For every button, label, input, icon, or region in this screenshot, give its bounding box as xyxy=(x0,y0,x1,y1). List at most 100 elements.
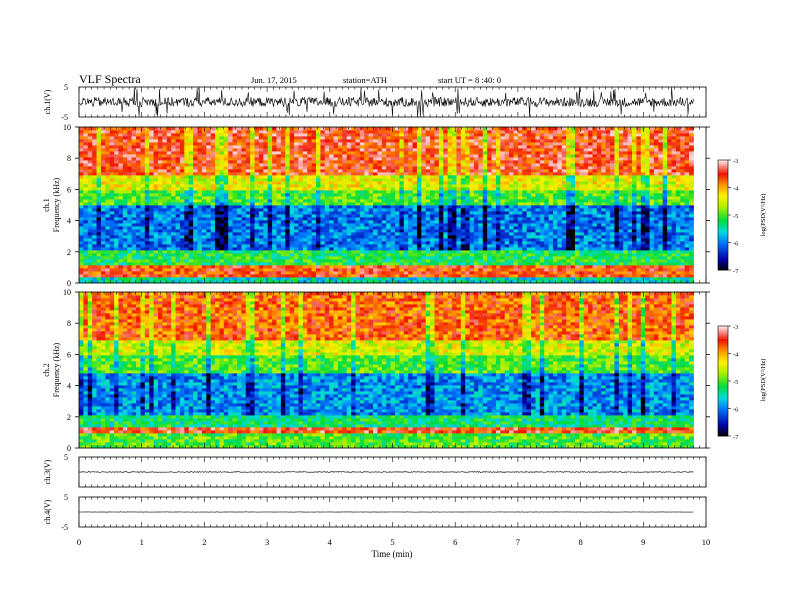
spectrogram-cell xyxy=(255,253,260,256)
spectrogram-cell xyxy=(132,274,137,277)
spectrogram-cell xyxy=(154,169,159,172)
spectrogram-cell xyxy=(277,232,282,235)
spectrogram-cell xyxy=(483,235,488,238)
spectrogram-cell xyxy=(356,151,361,154)
spectrogram-cell xyxy=(237,220,242,223)
spectrogram-cell xyxy=(483,163,488,166)
spectrogram-cell xyxy=(492,211,497,214)
spectrogram-cell xyxy=(316,136,321,139)
spectrogram-cell xyxy=(110,208,115,211)
spectrogram-cell xyxy=(158,238,163,241)
spectrogram-cell xyxy=(373,232,378,235)
spectrogram-cell xyxy=(426,181,431,184)
spectrogram-cell xyxy=(417,196,422,199)
spectrogram-cell xyxy=(123,220,128,223)
spectrogram-cell xyxy=(180,127,185,130)
spectrogram-cell xyxy=(492,226,497,229)
spectrogram-cell xyxy=(233,166,238,169)
spectrogram-cell xyxy=(373,220,378,223)
spectrogram-cell xyxy=(496,199,501,202)
spectrogram-cell xyxy=(162,238,167,241)
spectrogram-cell xyxy=(443,199,448,202)
spectrogram-cell xyxy=(298,244,303,247)
spectrogram-cell xyxy=(176,169,181,172)
spectrogram-cell xyxy=(373,235,378,238)
spectrogram-cell xyxy=(241,250,246,253)
spectrogram-cell xyxy=(294,208,299,211)
spectrogram-cell xyxy=(259,211,264,214)
spectrogram-cell xyxy=(180,271,185,274)
spectrogram-cell xyxy=(290,241,295,244)
spectrogram-cell xyxy=(334,220,339,223)
spectrogram-cell xyxy=(430,193,435,196)
spectrogram-cell xyxy=(127,154,132,157)
spectrogram-cell xyxy=(110,217,115,220)
spectrogram-cell xyxy=(320,160,325,163)
spectrogram-cell xyxy=(470,271,475,274)
spectrogram-cell xyxy=(356,265,361,268)
spectrogram-cell xyxy=(382,268,387,271)
spectrogram-cell xyxy=(298,187,303,190)
spectrogram-cell xyxy=(202,136,207,139)
spectrogram-cell xyxy=(83,250,88,253)
spectrogram-cell xyxy=(92,148,97,151)
spectrogram-cell xyxy=(413,139,418,142)
spectrogram-cell xyxy=(136,262,141,265)
spectrogram-cell xyxy=(189,205,194,208)
spectrogram-cell xyxy=(140,214,145,217)
spectrogram-cell xyxy=(127,190,132,193)
spectrogram-cell xyxy=(298,256,303,259)
spectrogram-cell xyxy=(110,133,115,136)
spectrogram-cell xyxy=(294,199,299,202)
spectrogram-cell xyxy=(263,220,268,223)
spectrogram-cell xyxy=(285,271,290,274)
spectrogram-cell xyxy=(149,145,154,148)
spectrogram-cell xyxy=(281,136,286,139)
spectrogram-cell xyxy=(233,154,238,157)
spectrogram-cell xyxy=(246,229,251,232)
spectrogram-cell xyxy=(478,190,483,193)
spectrogram-cell xyxy=(382,139,387,142)
spectrogram-cell xyxy=(483,190,488,193)
spectrogram-cell xyxy=(272,247,277,250)
spectrogram-cell xyxy=(176,250,181,253)
spectrogram-cell xyxy=(272,277,277,280)
spectrogram-cell xyxy=(413,244,418,247)
spectrogram-cell xyxy=(430,226,435,229)
spectrogram-cell xyxy=(263,148,268,151)
spectrogram-cell xyxy=(281,274,286,277)
spectrogram-cell xyxy=(127,199,132,202)
spectrogram-cell xyxy=(320,178,325,181)
spectrogram-cell xyxy=(338,247,343,250)
spectrogram-cell xyxy=(219,175,224,178)
spectrogram-cell xyxy=(263,259,268,262)
spectrogram-cell xyxy=(487,217,492,220)
spectrogram-cell xyxy=(79,142,84,145)
spectrogram-cell xyxy=(255,232,260,235)
spectrogram-cell xyxy=(435,238,440,241)
spectrogram-cell xyxy=(294,175,299,178)
spectrogram-cell xyxy=(391,235,396,238)
spectrogram-cell xyxy=(492,250,497,253)
spectrogram-cell xyxy=(97,277,102,280)
spectrogram-cell xyxy=(198,148,203,151)
spectrogram-cell xyxy=(119,256,124,259)
spectrogram-cell xyxy=(88,205,93,208)
spectrogram-cell xyxy=(246,274,251,277)
spectrogram-cell xyxy=(443,127,448,130)
spectrogram-cell xyxy=(408,226,413,229)
spectrogram-cell xyxy=(320,136,325,139)
spectrogram-cell xyxy=(443,223,448,226)
spectrogram-cell xyxy=(452,256,457,259)
spectrogram-cell xyxy=(487,154,492,157)
spectrogram-cell xyxy=(193,244,198,247)
spectrogram-cell xyxy=(465,232,470,235)
spectrogram-cell xyxy=(303,181,308,184)
spectrogram-cell xyxy=(277,184,282,187)
spectrogram-cell xyxy=(154,265,159,268)
spectrogram-cell xyxy=(399,154,404,157)
spectrogram-cell xyxy=(430,217,435,220)
spectrogram-cell xyxy=(456,250,461,253)
spectrogram-cell xyxy=(307,202,312,205)
spectrogram-cell xyxy=(443,226,448,229)
